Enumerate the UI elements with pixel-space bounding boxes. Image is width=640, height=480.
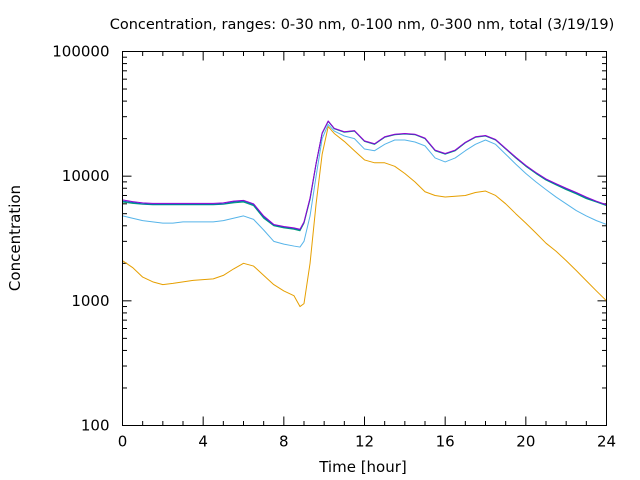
- y-tick-label: 1000: [71, 292, 109, 310]
- x-tick-label: 0: [118, 433, 128, 451]
- x-tick-label: 20: [516, 433, 535, 451]
- axis-ticks: [122, 51, 607, 426]
- x-tick-label: 16: [436, 433, 455, 451]
- tick-labels: 0 4 8 12 16 20 24 100 1000 10000 100000: [52, 43, 616, 451]
- series-line-4: [122, 120, 607, 231]
- series-line-1: [122, 126, 607, 308]
- x-axis-label: Time [hour]: [318, 458, 407, 476]
- y-axis-label: Concentration: [6, 185, 24, 291]
- series-line-5: [122, 120, 607, 230]
- series-line-2: [122, 123, 607, 248]
- x-tick-label: 8: [279, 433, 289, 451]
- x-tick-label: 12: [355, 433, 374, 451]
- x-tick-label: 4: [198, 433, 208, 451]
- plot-frame: [122, 51, 607, 426]
- x-tick-label: 24: [597, 433, 616, 451]
- y-tick-label: 10000: [62, 167, 110, 185]
- series-line-3: [122, 120, 607, 232]
- y-tick-label: 100: [81, 417, 110, 435]
- y-tick-label: 100000: [52, 43, 109, 61]
- series-layer: [122, 120, 607, 308]
- chart-title: Concentration, ranges: 0-30 nm, 0-100 nm…: [110, 17, 615, 33]
